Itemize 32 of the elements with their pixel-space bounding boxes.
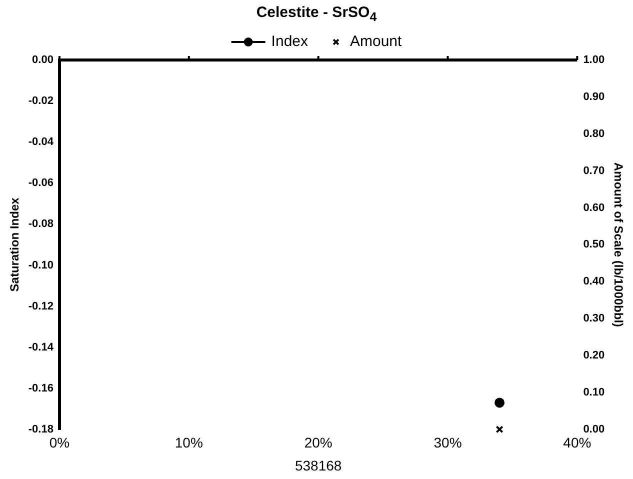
y2-axis-title: Amount of Scale (lb/1000bbl) bbox=[611, 162, 626, 328]
x-axis-title: 538168 bbox=[294, 457, 342, 474]
y-tick-label: -0.10 bbox=[28, 259, 54, 272]
y2-tick-label: 0.60 bbox=[583, 202, 605, 214]
y-tick-label: -0.18 bbox=[28, 423, 54, 436]
y2-tick-label: 0.20 bbox=[583, 350, 605, 362]
y-tick-label: 0.00 bbox=[32, 54, 54, 66]
x-tick-label: 20% bbox=[304, 434, 332, 451]
x-tick-label: 0% bbox=[49, 434, 70, 451]
y-tick-label: -0.12 bbox=[28, 300, 54, 312]
y-tick-label: -0.08 bbox=[28, 218, 54, 230]
y-tick-label: -0.06 bbox=[28, 177, 54, 190]
x-tick-label: 10% bbox=[174, 434, 203, 451]
y2-tick-label: 0.70 bbox=[583, 164, 605, 177]
y-tick-label: -0.16 bbox=[28, 382, 54, 394]
x-tick-label: 30% bbox=[434, 434, 462, 451]
y2-tick-label: 0.40 bbox=[583, 276, 605, 288]
chart-title: Celestite - SrSO$_{4}$ bbox=[255, 4, 378, 24]
y2-tick-label: 0.30 bbox=[583, 312, 605, 325]
y-tick-label: -0.02 bbox=[28, 95, 54, 108]
y2-tick-label: 0.50 bbox=[583, 238, 605, 251]
y-tick-label: -0.04 bbox=[28, 136, 54, 148]
y-tick-label: -0.14 bbox=[28, 341, 54, 354]
y2-tick-label: 0.80 bbox=[583, 128, 605, 140]
y2-tick-label: 0.10 bbox=[583, 386, 605, 398]
x-tick-label: 40% bbox=[563, 434, 592, 451]
y2-tick-label: 0.00 bbox=[583, 423, 605, 436]
legend-label: Index bbox=[271, 33, 308, 50]
legend-label: Amount bbox=[350, 33, 403, 50]
y-axis-title: Saturation Index bbox=[8, 197, 22, 292]
y2-tick-label: 1.00 bbox=[583, 54, 605, 66]
y2-tick-label: 0.90 bbox=[583, 90, 605, 103]
